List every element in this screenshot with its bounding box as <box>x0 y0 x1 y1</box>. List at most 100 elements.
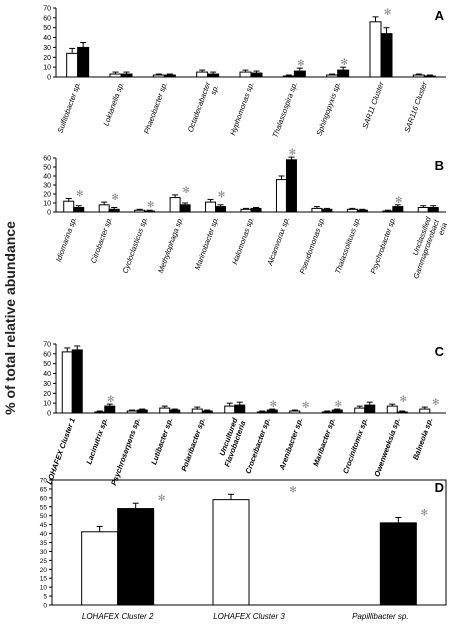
category-label: UnclassifiedGammaproteobacteria <box>403 215 449 283</box>
category-label: Pseudomonas sp. <box>298 216 327 276</box>
significance-marker: ✻ <box>340 57 348 67</box>
y-tick-label: 20 <box>43 192 51 199</box>
significance-marker: ✻ <box>289 147 297 157</box>
y-tick-label: 40 <box>43 35 51 42</box>
y-tick-label: 55 <box>40 504 48 511</box>
bar-black <box>396 411 408 414</box>
category-label: Lutibacter sp. <box>149 417 174 466</box>
y-tick-label: 30 <box>43 45 51 52</box>
bar-black <box>427 207 439 213</box>
bar-white <box>256 411 268 414</box>
panel-label: D <box>435 480 444 495</box>
category-label: Cycloclasticus sp. <box>120 216 149 275</box>
category-label-line: eria <box>436 221 449 236</box>
category-label-line: Pseudomonas sp. <box>298 216 327 276</box>
category-label-line: sp. <box>208 84 220 96</box>
category-label: Citrobacter sp. <box>89 216 114 265</box>
y-tick-label: 0 <box>43 603 47 610</box>
bar-white <box>326 74 339 78</box>
category-label: Sphingopyxis sp. <box>315 81 343 137</box>
bar-white <box>61 351 73 414</box>
category-label-line: Lacinutrix sp. <box>84 417 109 466</box>
category-label: Thalassospira sp. <box>270 81 299 139</box>
y-tick-label: 20 <box>43 55 51 62</box>
bar-black <box>104 405 116 414</box>
category-label-line: SAR116 Cluster <box>402 80 429 134</box>
y-tick-label: 10 <box>43 65 51 72</box>
bar-white <box>98 204 110 213</box>
y-tick-label: 70 <box>43 6 51 13</box>
significance-marker: ✻ <box>399 394 407 404</box>
y-tick-label: 70 <box>43 342 51 349</box>
category-label: Psychroserpens sp. <box>109 417 142 487</box>
bar-black <box>364 404 376 414</box>
category-label: Lacinutrix sp. <box>84 417 109 466</box>
bar-white <box>63 200 75 213</box>
bar-black <box>285 159 297 213</box>
category-label-line: Phaeobacter sp. <box>142 81 169 135</box>
significance-marker: ✻ <box>334 399 342 409</box>
category-label: Crocinitomix sp. <box>341 417 370 475</box>
y-tick-label: 10 <box>43 201 51 208</box>
category-label-line: Hyphomonas sp. <box>228 81 256 137</box>
bar-black <box>321 208 333 213</box>
bar-black <box>73 207 85 213</box>
bar-white <box>282 75 295 78</box>
category-label-line: Thalassospira sp. <box>270 81 299 139</box>
bar-black <box>169 409 181 414</box>
category-label: Idiomarina sp. <box>54 216 79 263</box>
y-tick-label: 50 <box>40 513 48 520</box>
y-tick-label: 40 <box>40 531 48 538</box>
significance-marker: ✻ <box>107 394 115 404</box>
panel-a: 0 10 20 30 40 50 60 70 A Sulfitobacter sp. Loktane… <box>43 6 446 139</box>
category-label-line: Citrobacter sp. <box>89 216 114 265</box>
category-label: Methylophaga sp. <box>156 216 185 275</box>
bar-black <box>120 73 133 78</box>
category-label-line: LOHAFEX Cluster 1 <box>45 417 77 486</box>
bar-black <box>207 73 220 78</box>
y-tick-label: 0 <box>47 75 51 82</box>
y-tick-label: 45 <box>40 522 48 529</box>
category-label: Psychrobacter sp. <box>369 216 398 275</box>
bar-white <box>346 208 358 213</box>
category-label: Owenweeksia sp. <box>372 417 402 478</box>
bar-black <box>250 207 262 213</box>
y-tick-label: 20 <box>43 391 51 398</box>
category-label: Papillibacter sp. <box>352 612 408 621</box>
category-label: Balneola sp. <box>411 417 435 462</box>
y-tick-label: 5 <box>43 594 47 601</box>
y-tick-label: 0 <box>47 210 51 217</box>
bar-black <box>179 204 191 213</box>
significance-marker: ✻ <box>269 399 277 409</box>
category-label-line: SAR11 Cluster <box>360 80 385 130</box>
category-label: Phaeobacter sp. <box>142 81 169 135</box>
category-label-line: Loktanella sp. <box>101 81 125 128</box>
bar-white <box>321 411 333 414</box>
category-label-line: Alcanivorax sp. <box>265 216 291 268</box>
bar-white <box>191 408 203 414</box>
y-tick-label: 25 <box>40 558 48 565</box>
y-tick-label: 40 <box>43 371 51 378</box>
category-label: UnculturedFlavobacteria <box>214 416 247 468</box>
bar-white <box>66 52 79 78</box>
significance-marker: ✻ <box>302 400 310 410</box>
significance-marker: ✻ <box>218 189 226 199</box>
y-tick-label: 10 <box>43 401 51 408</box>
bar-black <box>215 206 227 213</box>
y-tick-label: 15 <box>40 576 48 583</box>
category-label-line: Methylophaga sp. <box>156 216 185 275</box>
panel-d-frame <box>51 479 447 606</box>
bar-black <box>201 410 213 414</box>
y-tick-label: 70 <box>40 478 48 485</box>
category-label: SAR116 Cluster <box>402 80 429 134</box>
significance-marker: ✻ <box>384 7 392 17</box>
category-label-line: Lutibacter sp. <box>149 417 174 466</box>
bar-white <box>239 71 252 78</box>
bar-white <box>196 71 209 78</box>
y-axis-label: % of total relative abundance <box>2 221 18 415</box>
bar-white <box>152 74 165 78</box>
bar-white <box>275 179 287 213</box>
significance-marker: ✻ <box>421 508 429 518</box>
